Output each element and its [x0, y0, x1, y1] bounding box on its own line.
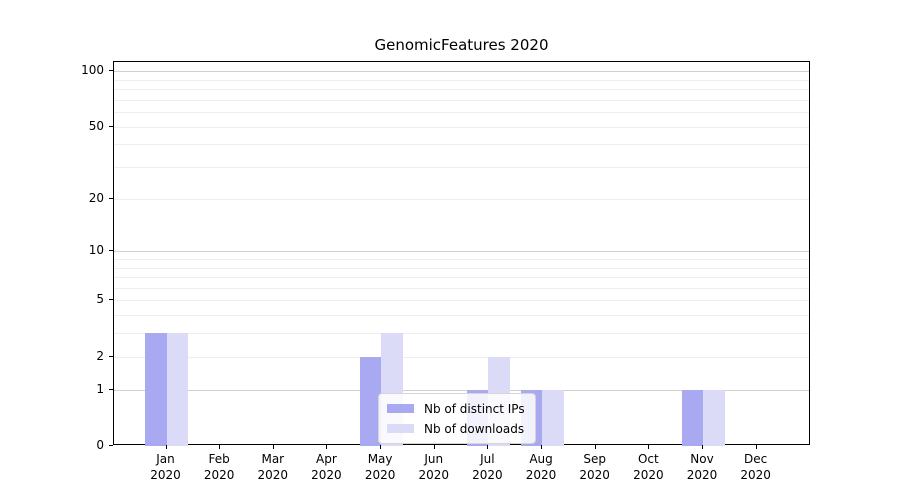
- gridline-minor: [114, 277, 809, 279]
- y-tick-mark-0: [109, 445, 113, 446]
- gridline-minor: [114, 315, 809, 317]
- bar-nb-of-downloads-jan: [166, 333, 188, 446]
- gridline-minor: [114, 267, 809, 269]
- y-tick-label-20: 20: [88, 190, 104, 205]
- gridline-minor: [114, 287, 809, 289]
- x-tick-label-nov: Nov 2020: [686, 452, 718, 482]
- y-tick-label-0: 0: [96, 438, 104, 452]
- y-tick-mark-2: [109, 356, 113, 357]
- y-tick-mark-1: [109, 389, 113, 390]
- x-tick-label-aug: Aug 2020: [525, 452, 557, 482]
- y-tick-label-10: 10: [88, 243, 104, 258]
- x-tick-mark-apr: [326, 445, 328, 449]
- y-tick-label-5: 5: [96, 292, 104, 307]
- x-tick-mark-dec: [755, 445, 757, 449]
- gridline-minor: [114, 198, 809, 200]
- gridline-major: [114, 71, 809, 73]
- y-tick-label-2: 2: [96, 348, 104, 363]
- gridline-minor: [114, 89, 809, 91]
- x-tick-mark-may: [380, 445, 382, 449]
- bar-nb-of-downloads-aug: [542, 389, 564, 446]
- bar-nb-of-distinct-ips-may: [359, 356, 382, 446]
- x-tick-mark-sep: [594, 445, 596, 449]
- gridline-minor: [114, 258, 809, 260]
- legend-label-nb-of-distinct-ips: Nb of distinct IPs: [424, 401, 525, 416]
- x-tick-mark-feb: [219, 445, 221, 449]
- x-tick-label-feb: Feb 2020: [203, 452, 235, 482]
- y-tick-mark-10: [109, 250, 113, 251]
- y-tick-mark-5: [109, 299, 113, 300]
- x-tick-label-apr: Apr 2020: [311, 452, 342, 482]
- x-tick-label-dec: Dec 2020: [740, 452, 771, 482]
- x-tick-label-mar: Mar 2020: [257, 452, 289, 482]
- y-tick-mark-100: [109, 70, 113, 71]
- bar-nb-of-distinct-ips-nov: [681, 389, 703, 446]
- gridline-minor: [114, 99, 809, 101]
- legend-swatch-nb-of-downloads: [387, 424, 414, 433]
- legend: Nb of distinct IPs Nb of downloads: [378, 393, 536, 444]
- x-tick-mark-nov: [702, 445, 703, 449]
- x-tick-mark-mar: [272, 445, 274, 449]
- x-tick-label-jul: Jul 2020: [472, 452, 503, 482]
- gridline-major: [114, 251, 809, 253]
- y-tick-mark-50: [109, 126, 113, 127]
- x-tick-label-oct: Oct 2020: [633, 452, 664, 482]
- legend-item: Nb of downloads: [387, 419, 525, 438]
- plot-area: [113, 61, 810, 446]
- gridline-minor: [114, 79, 809, 81]
- x-tick-mark-jun: [433, 445, 435, 449]
- x-tick-mark-jul: [487, 445, 489, 449]
- gridline-minor: [114, 356, 809, 358]
- legend-swatch-nb-of-distinct-ips: [387, 404, 414, 413]
- gridline-major: [114, 389, 809, 391]
- y-tick-label-50: 50: [88, 118, 104, 133]
- y-tick-label-1: 1: [96, 381, 104, 396]
- legend-item: Nb of distinct IPs: [387, 399, 525, 418]
- x-tick-mark-oct: [648, 445, 650, 449]
- gridline-minor: [114, 144, 809, 146]
- y-tick-mark-20: [109, 198, 113, 199]
- gridline-minor: [114, 126, 809, 128]
- gridline-minor: [114, 300, 809, 302]
- x-tick-label-may: May 2020: [364, 452, 396, 482]
- x-tick-mark-jan: [165, 445, 167, 449]
- x-tick-label-jan: Jan 2020: [150, 452, 181, 482]
- x-tick-label-jun: Jun 2020: [418, 452, 450, 482]
- gridline-minor: [114, 167, 809, 169]
- gridline-minor: [114, 333, 809, 335]
- chart-title: GenomicFeatures 2020: [374, 36, 549, 54]
- legend-label-nb-of-downloads: Nb of downloads: [424, 421, 525, 436]
- gridline-minor: [114, 112, 809, 114]
- y-tick-label-100: 100: [81, 63, 104, 78]
- bar-nb-of-downloads-nov: [703, 389, 725, 446]
- x-tick-label-sep: Sep 2020: [579, 452, 610, 482]
- bar-nb-of-distinct-ips-jan: [145, 333, 167, 446]
- x-tick-mark-aug: [541, 445, 543, 449]
